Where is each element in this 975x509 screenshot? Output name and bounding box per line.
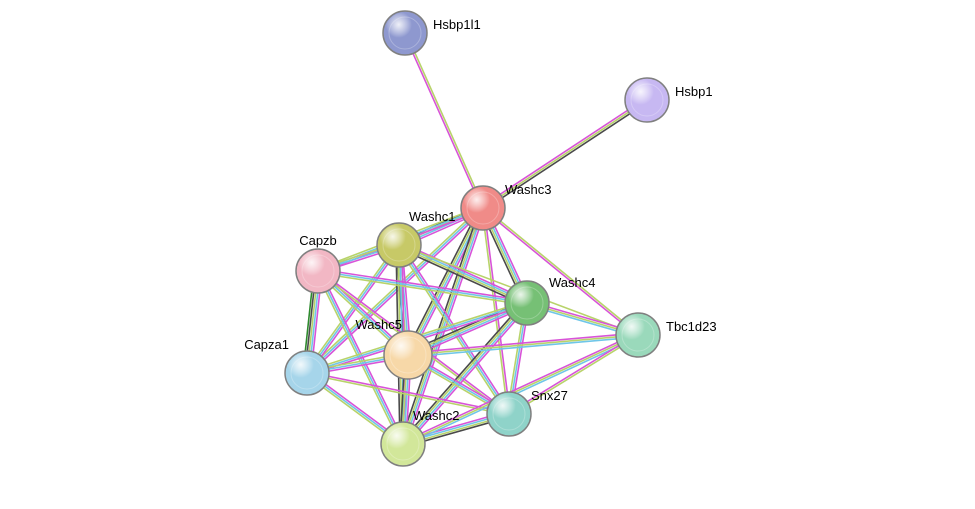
edge-Washc3-Hsbp1l1-textmining — [406, 33, 484, 208]
node-label-Capzb: Capzb — [299, 233, 337, 248]
node-Hsbp1l1[interactable]: Hsbp1l1 — [383, 11, 481, 55]
node-Washc2[interactable]: Washc2 — [381, 408, 459, 466]
node-Tbc1d23[interactable]: Tbc1d23 — [616, 313, 717, 357]
node-Washc3[interactable]: Washc3 — [461, 182, 551, 230]
node-Capza1[interactable]: Capza1 — [244, 337, 329, 395]
node-Capzb[interactable]: Capzb — [296, 233, 340, 293]
edge-Washc3-Hsbp1l1-experiments — [404, 33, 482, 208]
network-graph: Hsbp1l1 Hsbp1 Washc3 Washc1 Capzb Washc4 Tbc1d… — [0, 0, 975, 509]
node-label-Hsbp1: Hsbp1 — [675, 84, 713, 99]
node-Washc1[interactable]: Washc1 — [377, 209, 455, 267]
edges-layer — [303, 33, 648, 447]
node-label-Snx27: Snx27 — [531, 388, 568, 403]
node-label-Washc5: Washc5 — [356, 317, 402, 332]
node-label-Washc1: Washc1 — [409, 209, 455, 224]
node-label-Washc4: Washc4 — [549, 275, 595, 290]
node-Snx27[interactable]: Snx27 — [487, 388, 568, 436]
edge-Washc3-Tbc1d23-experiments — [482, 209, 637, 336]
node-Hsbp1[interactable]: Hsbp1 — [625, 78, 713, 122]
node-label-Hsbp1l1: Hsbp1l1 — [433, 17, 481, 32]
node-label-Washc3: Washc3 — [505, 182, 551, 197]
node-label-Capza1: Capza1 — [244, 337, 289, 352]
node-label-Washc2: Washc2 — [413, 408, 459, 423]
node-label-Tbc1d23: Tbc1d23 — [666, 319, 717, 334]
